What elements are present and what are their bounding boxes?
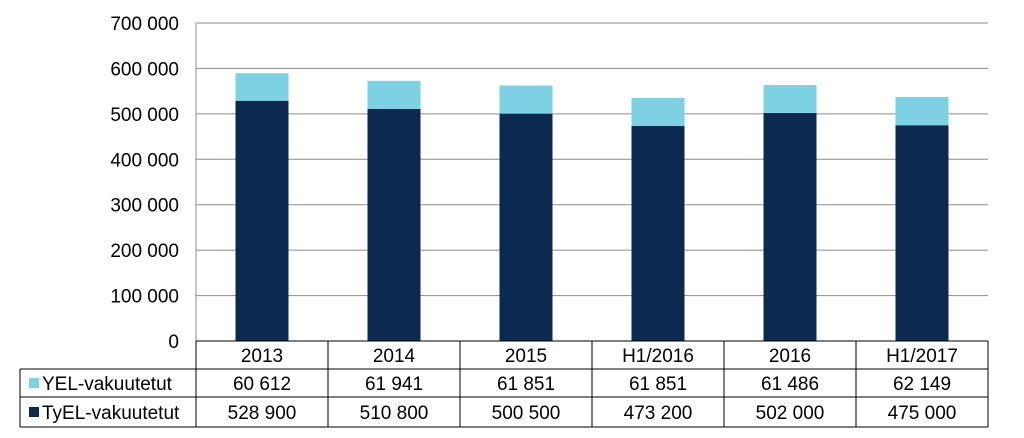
legend-label: YEL-vakuutetut	[42, 374, 173, 395]
bars	[235, 73, 949, 341]
data-label: 61 851	[629, 374, 687, 395]
y-tick-label: 0	[168, 332, 179, 353]
bar-yel-4	[763, 85, 817, 113]
bar-tyel-3	[631, 126, 685, 341]
y-tick-label: 200 000	[110, 241, 179, 262]
gridlines	[195, 22, 988, 342]
y-tick-label: 700 000	[110, 14, 179, 35]
x-tick-label: 2015	[505, 346, 547, 367]
x-tick-label: 2013	[241, 346, 283, 367]
data-label: 502 000	[756, 403, 825, 424]
y-tick-label: 100 000	[110, 287, 179, 308]
y-tick-label: 600 000	[110, 59, 179, 80]
data-label: 61 941	[365, 374, 423, 395]
data-label: 473 200	[624, 403, 693, 424]
x-tick-label: 2016	[769, 346, 811, 367]
data-label: 61 851	[497, 374, 555, 395]
legend-swatch	[29, 407, 39, 417]
legend-swatch	[29, 378, 39, 388]
data-label: 510 800	[360, 403, 429, 424]
data-table: 2013 2014 2015 H1/2016 2016 H1/2017 YEL-vakuut…	[19, 340, 989, 428]
data-label: 475 000	[888, 403, 957, 424]
y-tick-label: 500 000	[110, 105, 179, 126]
bar-tyel-4	[763, 112, 817, 341]
data-label: 500 500	[492, 403, 561, 424]
data-label: 62 149	[893, 374, 951, 395]
bar-tyel-5	[895, 125, 949, 341]
bar-tyel-0	[235, 100, 289, 341]
x-tick-label: 2014	[373, 346, 416, 367]
y-tick-label: 300 000	[110, 196, 179, 217]
bar-yel-2	[499, 85, 553, 114]
data-label: 60 612	[233, 374, 291, 395]
x-tick-label: H1/2017	[886, 346, 958, 367]
x-tick-label: H1/2016	[622, 346, 694, 367]
data-label: 528 900	[228, 403, 297, 424]
bar-yel-5	[895, 96, 949, 126]
bar-yel-3	[631, 97, 685, 127]
y-axis-tick-labels: 0 100 000 200 000 300 000 400 000 500 000 600 …	[110, 14, 179, 353]
bar-tyel-2	[499, 113, 553, 341]
y-tick-label: 400 000	[110, 150, 179, 171]
data-label: 61 486	[761, 374, 819, 395]
bar-yel-1	[367, 80, 421, 109]
bar-tyel-1	[367, 108, 421, 341]
bar-yel-0	[235, 73, 289, 101]
legend-label: TyEL-vakuutetut	[42, 403, 180, 424]
